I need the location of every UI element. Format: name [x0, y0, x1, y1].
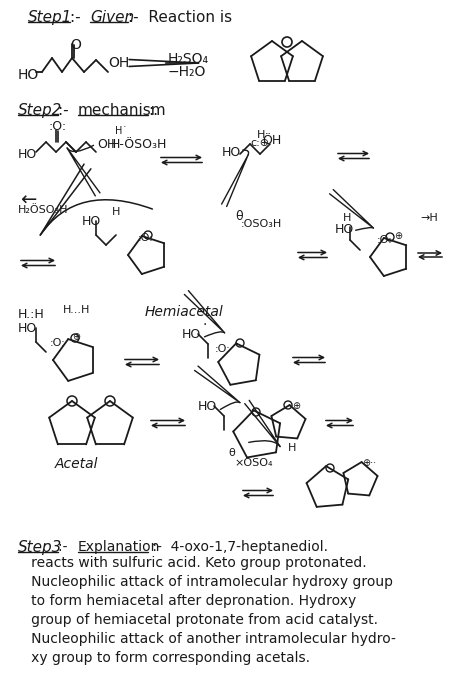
- Text: ÖH: ÖH: [262, 134, 281, 147]
- Text: ⊕: ⊕: [292, 401, 300, 411]
- Text: :O:: :O:: [49, 120, 67, 133]
- Text: θ: θ: [235, 210, 243, 223]
- Text: :-: :-: [70, 10, 85, 25]
- Text: :-  Reaction is: :- Reaction is: [128, 10, 232, 25]
- Text: reacts with sulfuric acid. Keto group protonated.: reacts with sulfuric acid. Keto group pr…: [18, 556, 366, 570]
- Text: H₂SO₄: H₂SO₄: [168, 52, 209, 66]
- Text: O: O: [70, 38, 81, 52]
- Text: HO: HO: [18, 68, 39, 82]
- Text: HO: HO: [182, 328, 201, 341]
- Text: mechanism: mechanism: [78, 103, 167, 118]
- Text: :-  4-oxo-1,7-heptanediol.: :- 4-oxo-1,7-heptanediol.: [148, 540, 328, 554]
- Text: Acetal: Acetal: [55, 457, 99, 471]
- Text: H: H: [288, 443, 296, 453]
- Text: Nucleophilic attack of intramolecular hydroxy group: Nucleophilic attack of intramolecular hy…: [18, 575, 393, 589]
- Text: ⊕‧‧: ⊕‧‧: [362, 458, 376, 468]
- Text: Step3: Step3: [18, 540, 63, 555]
- Text: Explanation: Explanation: [78, 540, 160, 554]
- Text: :O:: :O:: [215, 344, 231, 354]
- Text: ←: ←: [20, 191, 36, 210]
- Text: c:⊕: c:⊕: [250, 138, 269, 148]
- Text: HO: HO: [18, 148, 37, 161]
- Text: H˙: H˙: [115, 126, 127, 136]
- Text: :-: :-: [58, 103, 78, 118]
- Text: .: .: [203, 314, 207, 328]
- Text: OH: OH: [108, 56, 129, 70]
- Text: Given: Given: [90, 10, 134, 25]
- Text: xy group to form corresponding acetals.: xy group to form corresponding acetals.: [18, 651, 310, 665]
- Text: HO: HO: [198, 400, 217, 413]
- Text: group of hemiacetal protonate from acid catalyst.: group of hemiacetal protonate from acid …: [18, 613, 378, 627]
- Text: :.: :.: [148, 103, 158, 118]
- Text: Step2: Step2: [18, 103, 63, 118]
- Text: Nucleophilic attack of another intramolecular hydro-: Nucleophilic attack of another intramole…: [18, 632, 396, 646]
- Text: :O:: :O:: [50, 338, 66, 348]
- Text: :OSO₃H: :OSO₃H: [241, 219, 282, 229]
- Text: OH: OH: [97, 138, 116, 151]
- Text: H.:H: H.:H: [18, 308, 45, 321]
- Text: Hemiacetal: Hemiacetal: [145, 305, 224, 319]
- Text: H-ÖSO₃H: H-ÖSO₃H: [111, 138, 167, 151]
- Text: H...H: H...H: [63, 305, 91, 315]
- Text: :O:: :O:: [377, 235, 393, 245]
- Text: HO: HO: [335, 223, 354, 236]
- Text: H: H: [112, 207, 120, 217]
- Text: :O:: :O:: [138, 233, 154, 243]
- Text: H: H: [257, 130, 265, 140]
- Text: −H₂O: −H₂O: [168, 65, 206, 79]
- Text: →H: →H: [420, 213, 438, 223]
- Text: HO: HO: [82, 215, 101, 228]
- Text: H: H: [343, 213, 351, 223]
- Text: H₂ÖSO₃H: H₂ÖSO₃H: [18, 205, 69, 215]
- Text: ×OSO₄: ×OSO₄: [234, 458, 273, 468]
- Text: θ: θ: [228, 448, 235, 458]
- Text: ⊕: ⊕: [394, 231, 402, 241]
- Text: to form hemiacetal after depronation. Hydroxy: to form hemiacetal after depronation. Hy…: [18, 594, 356, 608]
- Text: ⊕: ⊕: [72, 332, 80, 342]
- Text: :-: :-: [58, 540, 76, 554]
- Text: HO: HO: [222, 146, 241, 159]
- Text: Step1: Step1: [28, 10, 73, 25]
- Text: HO: HO: [18, 322, 37, 335]
